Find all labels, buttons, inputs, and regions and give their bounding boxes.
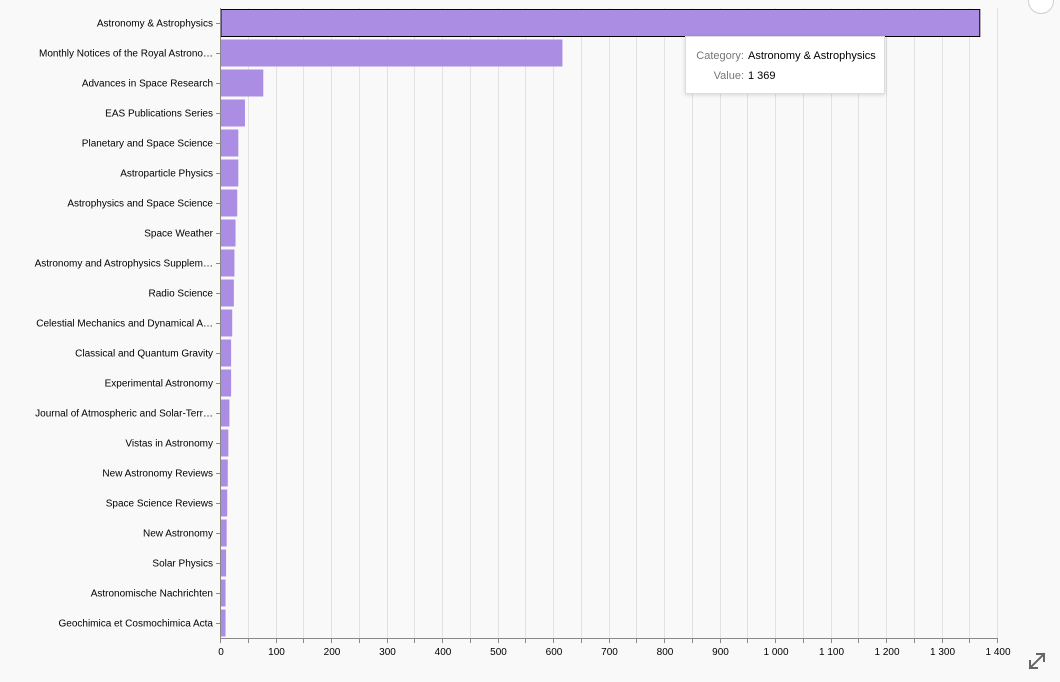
category-label: Vistas in Astronomy [125, 439, 213, 450]
tooltip-value-value: 1 369 [748, 70, 776, 82]
bar[interactable] [221, 339, 232, 367]
value-tick-label: 300 [379, 647, 396, 658]
value-tick-label: 1 100 [819, 647, 844, 658]
value-tick-label: 1 000 [763, 647, 788, 658]
bar[interactable] [221, 369, 232, 397]
category-label: Astronomy & Astrophysics [97, 19, 213, 30]
value-tick-label: 700 [601, 647, 618, 658]
category-label: New Astronomy Reviews [102, 469, 213, 480]
bar[interactable] [221, 189, 238, 217]
bar[interactable] [221, 219, 236, 247]
bar[interactable] [221, 519, 227, 547]
bar[interactable] [221, 249, 235, 277]
category-label: Solar Physics [152, 559, 213, 570]
tooltip-value-row: Value: 1 369 [686, 70, 886, 84]
value-tick-label: 800 [657, 647, 674, 658]
bars [220, 9, 981, 637]
value-tick-label: 0 [218, 647, 224, 658]
tooltip-category-value: Astronomy & Astrophysics [748, 50, 876, 62]
expand-arrows-icon[interactable] [1026, 650, 1048, 672]
value-tick-label: 1 300 [930, 647, 955, 658]
bar[interactable] [221, 609, 226, 637]
category-label: EAS Publications Series [105, 109, 213, 120]
category-label: Astroparticle Physics [120, 169, 213, 180]
tooltip-value-key: Value: [713, 70, 744, 82]
value-axis: 0 100 200 300 400 500 600 700 800 900 1 000 1 100 1 … [218, 638, 1011, 658]
bar[interactable] [221, 459, 228, 487]
bar[interactable] [221, 279, 234, 307]
category-label: New Astronomy [143, 529, 213, 540]
bar[interactable] [221, 429, 229, 457]
category-label: Astrophysics and Space Science [67, 199, 213, 210]
category-label: Advances in Space Research [82, 79, 213, 90]
grid-lines [220, 8, 998, 638]
value-tick-label: 500 [490, 647, 507, 658]
bar[interactable] [221, 549, 227, 577]
value-tick-label: 100 [268, 647, 285, 658]
category-label: Geochimica et Cosmochimica Acta [58, 619, 213, 630]
value-tick-label: 1 200 [874, 647, 899, 658]
bar[interactable] [221, 129, 239, 157]
bar[interactable] [221, 309, 233, 337]
category-label: Planetary and Space Science [82, 139, 214, 150]
bar[interactable] [221, 99, 245, 127]
value-tick-label: 600 [546, 647, 563, 658]
category-label: Space Science Reviews [106, 499, 213, 510]
category-label: Space Weather [144, 229, 213, 240]
bar[interactable] [221, 489, 228, 517]
bar[interactable] [221, 579, 226, 607]
value-tick-label: 900 [712, 647, 729, 658]
category-label: Astronomische Nachrichten [91, 589, 213, 600]
bar[interactable] [220, 9, 981, 37]
bar[interactable] [221, 69, 264, 97]
value-tick-label: 200 [324, 647, 341, 658]
bar[interactable] [221, 39, 563, 67]
bar[interactable] [221, 159, 239, 187]
tooltip-category-row: Category: Astronomy & Astrophysics [686, 50, 886, 64]
category-label: Radio Science [149, 289, 214, 300]
category-label: Experimental Astronomy [105, 379, 213, 390]
category-label: Journal of Atmospheric and Solar-Terr… [35, 409, 213, 420]
category-label: Astronomy and Astrophysics Supplem… [35, 259, 213, 270]
value-tick-label: 400 [435, 647, 452, 658]
value-tick-label: 1 400 [985, 647, 1010, 658]
category-label: Monthly Notices of the Royal Astrono… [39, 49, 213, 60]
tooltip: Category: Astronomy & Astrophysics Value… [685, 36, 885, 94]
category-label: Classical and Quantum Gravity [75, 349, 213, 360]
bar[interactable] [221, 399, 230, 427]
tooltip-category-key: Category: [696, 50, 744, 62]
category-axis: Astronomy & Astrophysics Monthly Notices … [35, 8, 221, 638]
category-label: Celestial Mechanics and Dynamical A… [36, 319, 213, 330]
